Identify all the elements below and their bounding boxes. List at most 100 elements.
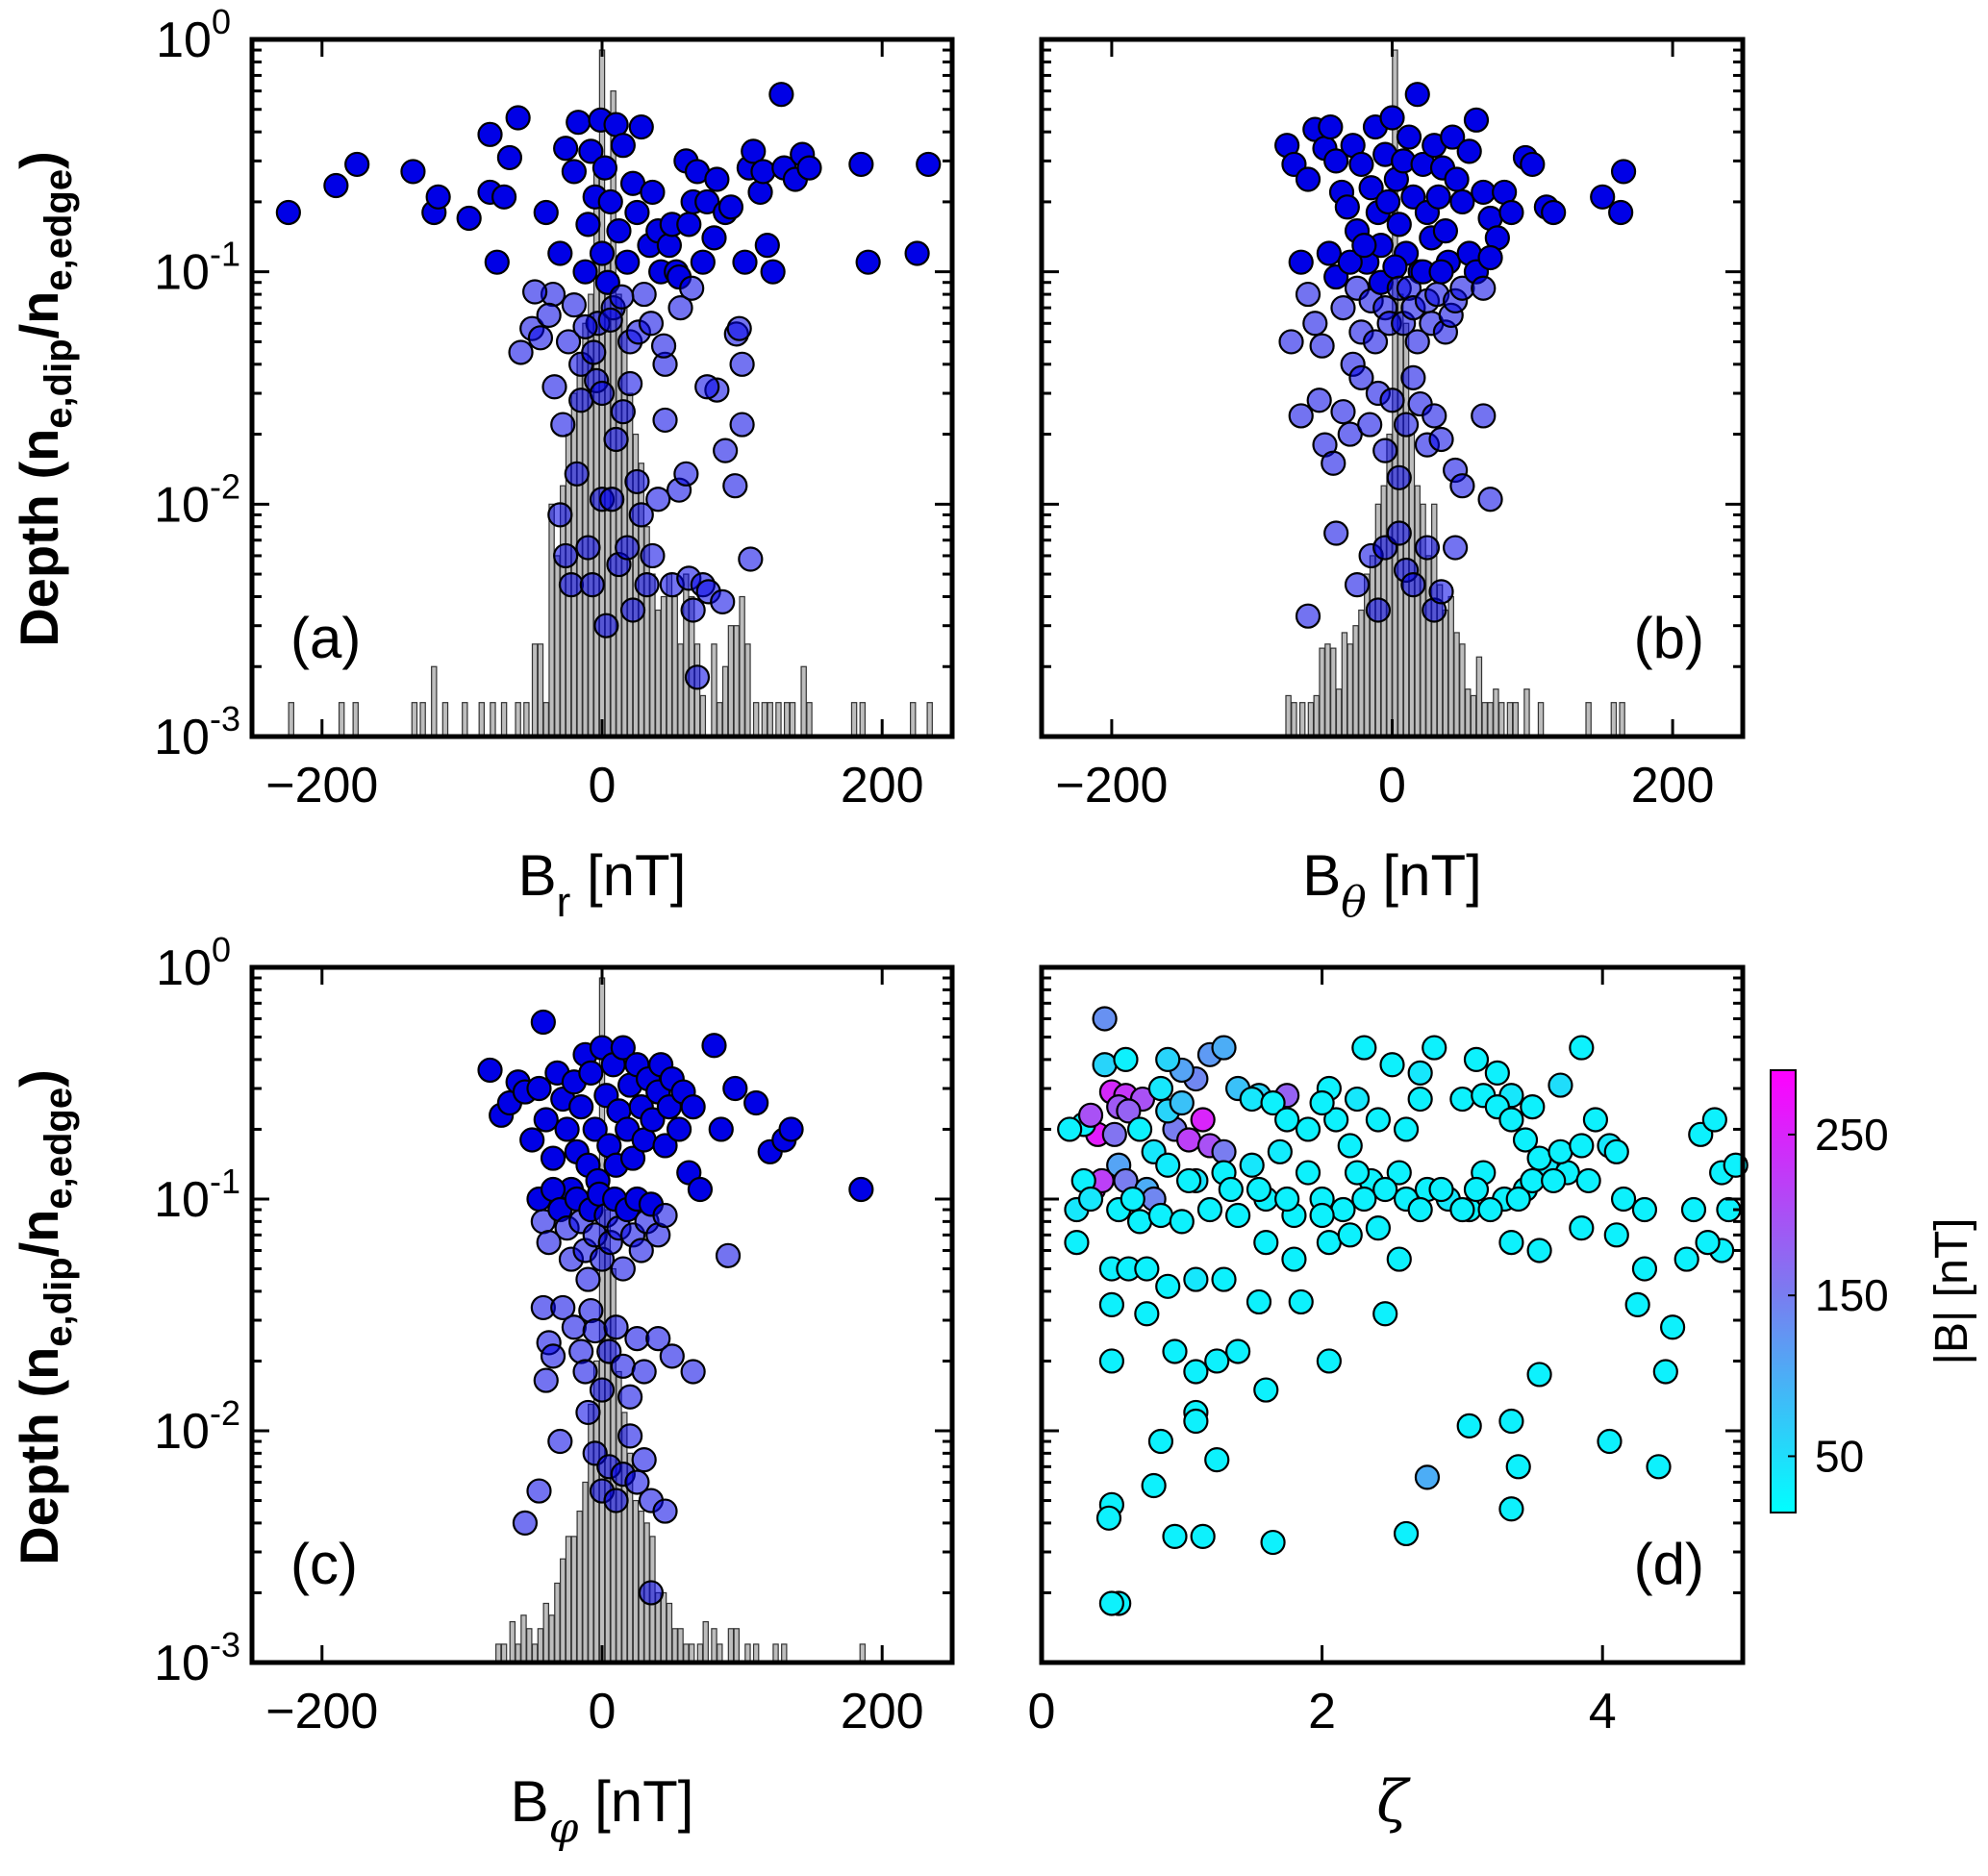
data-point: [1225, 1202, 1251, 1229]
data-point: [1526, 1238, 1552, 1263]
histogram-bar: [288, 702, 294, 738]
histogram-bar: [733, 1628, 740, 1663]
data-point: [1498, 1107, 1524, 1133]
data-point: [1348, 364, 1374, 390]
histogram-bar: [560, 1558, 566, 1663]
data-point: [484, 249, 510, 275]
data-point: [1211, 1035, 1237, 1061]
y-tick-exponent: -2: [210, 466, 240, 506]
histogram-bar: [515, 702, 521, 738]
histogram-bar: [727, 625, 735, 738]
data-point: [738, 546, 764, 572]
data-point: [1477, 1196, 1503, 1223]
data-point: [1498, 199, 1524, 226]
x-axis-label-sub: r: [557, 879, 571, 926]
data-point: [1190, 1107, 1216, 1133]
data-point: [1569, 1035, 1595, 1061]
histogram-bar: [621, 1412, 628, 1663]
data-point: [553, 136, 579, 162]
histogram-bar: [752, 702, 760, 738]
data-point: [1204, 1348, 1230, 1374]
data-point: [631, 281, 657, 308]
data-point: [732, 249, 758, 275]
data-point: [456, 205, 482, 232]
histogram-bar: [1585, 702, 1592, 738]
x-axis-label-main: B: [511, 1769, 549, 1834]
histogram-bar: [1335, 688, 1343, 738]
data-point: [1351, 233, 1377, 259]
data-point: [1444, 166, 1470, 192]
data-point: [1569, 1133, 1595, 1159]
data-point: [713, 438, 739, 463]
y-tick-exponent: 0: [212, 2, 231, 41]
histogram-bar: [1346, 643, 1353, 738]
scatter-points: [1274, 82, 1637, 629]
data-point: [1337, 249, 1363, 275]
data-point: [624, 468, 650, 495]
data-point: [1471, 179, 1497, 206]
data-point: [1101, 1121, 1127, 1147]
data-point: [1449, 1196, 1475, 1223]
data-point: [1175, 1127, 1202, 1153]
data-point: [1440, 124, 1466, 150]
data-point: [597, 188, 623, 215]
data-point: [527, 325, 554, 351]
histogram-bar: [1307, 702, 1315, 738]
x-tick-label: 200: [841, 1684, 924, 1739]
histogram-bar: [537, 643, 544, 738]
data-point: [1404, 329, 1430, 355]
data-point: [1463, 1046, 1490, 1073]
data-point: [1239, 1152, 1265, 1178]
histogram-bar: [1442, 609, 1449, 738]
data-point: [638, 311, 665, 337]
histogram-bar: [789, 702, 796, 738]
colorbar-tick-label: 250: [1815, 1110, 1889, 1160]
data-point: [1077, 1102, 1104, 1128]
data-point: [603, 112, 629, 138]
histogram-bar: [1298, 702, 1306, 738]
data-point: [555, 329, 582, 355]
data-point: [526, 1075, 552, 1102]
data-point: [1253, 1377, 1279, 1403]
data-point: [550, 1294, 576, 1321]
data-point: [533, 1107, 559, 1133]
data-point: [1498, 1408, 1524, 1435]
histogram-bar: [570, 1536, 578, 1663]
data-point: [1400, 572, 1426, 598]
data-point: [1597, 1428, 1623, 1455]
data-point: [575, 212, 601, 238]
data-point: [729, 351, 755, 377]
y-tick-label: 10-1: [154, 1162, 240, 1228]
histogram-bar: [1506, 702, 1514, 738]
histogram-bar: [683, 573, 690, 738]
ylabel-mid: /n: [9, 291, 69, 339]
data-point: [508, 339, 534, 365]
histogram-bar: [542, 1602, 549, 1663]
histogram-bar: [520, 1614, 527, 1663]
histogram-bar: [733, 625, 740, 738]
histogram-bar: [677, 1628, 684, 1663]
data-point: [1456, 138, 1482, 164]
x-axis-label-sub: φ: [549, 1804, 579, 1853]
data-point: [1126, 1209, 1153, 1235]
data-point: [1520, 1093, 1546, 1120]
histogram-bar: [604, 1209, 612, 1663]
ylabel-sub1: e,dip: [38, 338, 80, 428]
data-point: [1147, 1075, 1174, 1102]
y-ticks: [1042, 976, 1743, 1664]
histogram-bar: [1512, 702, 1520, 738]
histogram-bar: [1364, 573, 1371, 738]
data-point: [1428, 426, 1454, 453]
data-point: [1278, 329, 1304, 355]
histogram-bar: [548, 1614, 555, 1663]
data-point: [715, 1242, 742, 1268]
histogram-bar: [1493, 688, 1499, 738]
panel-d: 0 2 4 ζ (d): [1028, 964, 1749, 1836]
panel-label: (b): [1634, 606, 1704, 670]
data-point: [526, 1478, 552, 1504]
data-point: [673, 461, 699, 487]
data-point: [1428, 1176, 1454, 1203]
data-point: [1498, 1496, 1524, 1522]
data-point: [904, 240, 930, 266]
histogram-bar: [859, 702, 867, 738]
